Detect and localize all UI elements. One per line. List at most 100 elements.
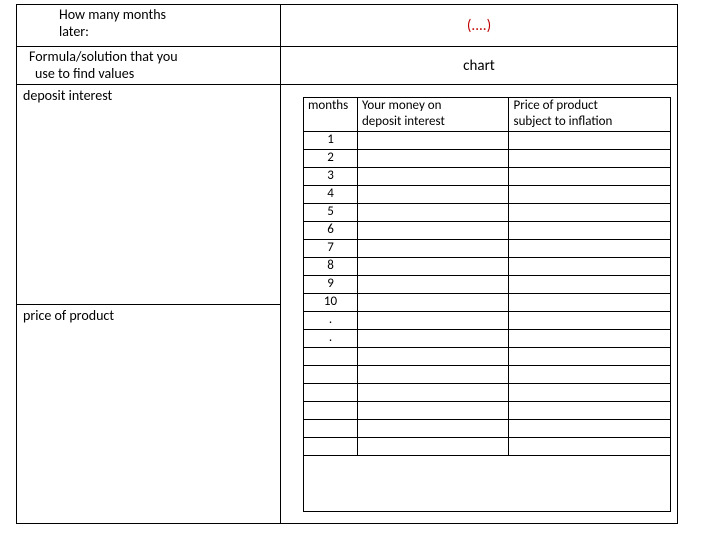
cell-inflation bbox=[509, 222, 671, 240]
table-row bbox=[304, 438, 671, 456]
cell-inflation bbox=[509, 186, 671, 204]
cell-inflation bbox=[509, 294, 671, 312]
cell-deposit bbox=[357, 204, 509, 222]
left-body: deposit interest price of product bbox=[17, 85, 281, 523]
cell-month bbox=[304, 366, 358, 384]
cell-deposit bbox=[357, 150, 509, 168]
cell-inflation bbox=[509, 384, 671, 402]
table-footer-gap bbox=[303, 456, 671, 512]
cell-month: . bbox=[304, 330, 358, 348]
cell-deposit bbox=[357, 240, 509, 258]
cell-deposit bbox=[357, 186, 509, 204]
chart-label: chart bbox=[463, 57, 495, 75]
table-row: 6 bbox=[304, 222, 671, 240]
row-formula: Formula/solution that you use to find va… bbox=[17, 47, 677, 85]
cell-inflation bbox=[509, 330, 671, 348]
cell-months-value: (....) bbox=[281, 5, 677, 46]
table-row: 1 bbox=[304, 132, 671, 150]
cell-deposit bbox=[357, 276, 509, 294]
cell-inflation bbox=[509, 366, 671, 384]
cell-inflation bbox=[509, 168, 671, 186]
table-header-row: months Your money on deposit interest Pr… bbox=[304, 98, 671, 132]
cell-deposit bbox=[357, 402, 509, 420]
label-deposit-interest: deposit interest bbox=[17, 85, 280, 305]
table-row: . bbox=[304, 330, 671, 348]
cell-month bbox=[304, 348, 358, 366]
table-row: 7 bbox=[304, 240, 671, 258]
cell-month bbox=[304, 402, 358, 420]
table-row bbox=[304, 420, 671, 438]
cell-deposit bbox=[357, 420, 509, 438]
cell-month: 5 bbox=[304, 204, 358, 222]
cell-inflation bbox=[509, 240, 671, 258]
text-line: subject to inflation bbox=[513, 114, 612, 129]
cell-month: 1 bbox=[304, 132, 358, 150]
data-table: months Your money on deposit interest Pr… bbox=[303, 97, 671, 456]
cell-inflation bbox=[509, 348, 671, 366]
table-row: 3 bbox=[304, 168, 671, 186]
row-how-many-months: How many months later: (....) bbox=[17, 5, 677, 47]
cell-month bbox=[304, 384, 358, 402]
cell-month: . bbox=[304, 312, 358, 330]
table-row bbox=[304, 348, 671, 366]
table-row: . bbox=[304, 312, 671, 330]
table-row: 10 bbox=[304, 294, 671, 312]
table-row: 2 bbox=[304, 150, 671, 168]
col-header-inflation: Price of product subject to inflation bbox=[509, 98, 671, 132]
cell-month: 4 bbox=[304, 186, 358, 204]
table-row: 5 bbox=[304, 204, 671, 222]
cell-deposit bbox=[357, 330, 509, 348]
cell-deposit bbox=[357, 384, 509, 402]
cell-inflation bbox=[509, 132, 671, 150]
cell-inflation bbox=[509, 258, 671, 276]
cell-inflation bbox=[509, 402, 671, 420]
cell-month: 8 bbox=[304, 258, 358, 276]
cell-month: 10 bbox=[304, 294, 358, 312]
cell-month: 7 bbox=[304, 240, 358, 258]
placeholder-red: (....) bbox=[467, 17, 491, 35]
label-how-many-months: How many months later: bbox=[17, 5, 281, 46]
text-line: Formula/solution that you bbox=[29, 49, 276, 66]
cell-month: 6 bbox=[304, 222, 358, 240]
text-line: How many months bbox=[59, 7, 276, 24]
cell-month: 3 bbox=[304, 168, 358, 186]
cell-inflation bbox=[509, 438, 671, 456]
cell-month: 9 bbox=[304, 276, 358, 294]
row-body: deposit interest price of product months… bbox=[17, 85, 677, 523]
cell-chart-label: chart bbox=[281, 47, 677, 84]
text-line: Your money on bbox=[362, 98, 442, 113]
cell-deposit bbox=[357, 132, 509, 150]
cell-deposit bbox=[357, 258, 509, 276]
table-row: 9 bbox=[304, 276, 671, 294]
cell-deposit bbox=[357, 348, 509, 366]
cell-deposit bbox=[357, 312, 509, 330]
cell-month bbox=[304, 420, 358, 438]
cell-inflation bbox=[509, 276, 671, 294]
text-line: later: bbox=[59, 24, 276, 41]
table-row bbox=[304, 384, 671, 402]
worksheet-frame: How many months later: (....) Formula/so… bbox=[16, 4, 678, 524]
label-price-of-product: price of product bbox=[17, 305, 280, 523]
cell-deposit bbox=[357, 222, 509, 240]
cell-inflation bbox=[509, 312, 671, 330]
table-row: 8 bbox=[304, 258, 671, 276]
cell-month bbox=[304, 438, 358, 456]
cell-deposit bbox=[357, 366, 509, 384]
table-row bbox=[304, 366, 671, 384]
text-line: deposit interest bbox=[362, 114, 445, 129]
cell-inflation bbox=[509, 420, 671, 438]
cell-month: 2 bbox=[304, 150, 358, 168]
text-line: Price of product bbox=[513, 98, 597, 113]
text-line: use to find values bbox=[35, 66, 276, 83]
col-header-deposit: Your money on deposit interest bbox=[357, 98, 509, 132]
cell-inflation bbox=[509, 204, 671, 222]
right-body: months Your money on deposit interest Pr… bbox=[281, 85, 677, 523]
cell-deposit bbox=[357, 168, 509, 186]
table-row: 4 bbox=[304, 186, 671, 204]
col-header-months: months bbox=[304, 98, 358, 132]
table-row bbox=[304, 402, 671, 420]
table-body: 12345678910.. bbox=[304, 132, 671, 456]
cell-deposit bbox=[357, 294, 509, 312]
cell-inflation bbox=[509, 150, 671, 168]
cell-deposit bbox=[357, 438, 509, 456]
